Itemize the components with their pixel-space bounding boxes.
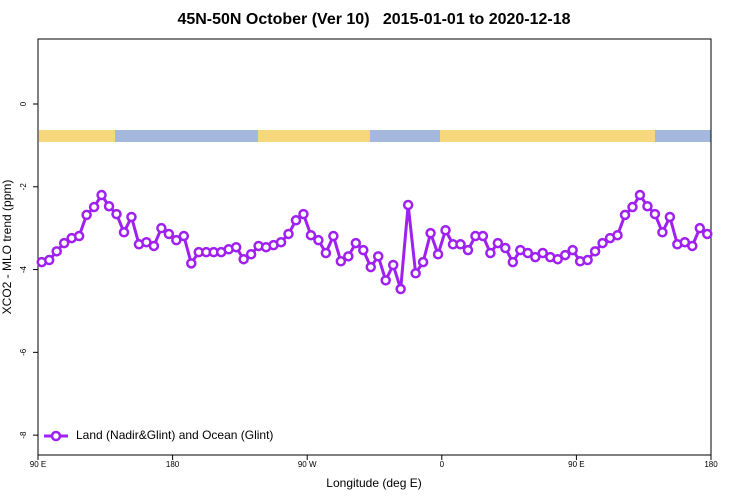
point [492,237,504,249]
point [88,201,100,213]
point [275,236,287,248]
point [687,240,698,252]
point [694,222,706,234]
x-tick-label: 90 E [30,460,46,469]
point [245,248,257,260]
point [313,234,324,246]
point [664,211,676,223]
y-tick-label: 0 [19,101,28,106]
point [350,237,362,249]
x-tick-label: 180 [704,460,718,469]
point [148,240,160,252]
point [417,256,429,268]
x-tick-label: 180 [166,460,180,469]
point [612,229,623,241]
point [642,200,653,212]
point [522,247,534,259]
y-tick-label: -8 [19,431,28,439]
point [103,200,115,212]
land-band [258,130,370,142]
y-tick-label: -4 [19,265,28,273]
point [365,261,377,273]
point [328,230,339,242]
point [298,208,309,220]
point [440,224,451,236]
point [477,230,489,242]
point [552,253,563,265]
point [567,244,578,256]
point [163,228,175,240]
legend-label: Land (Nadir&Glint) and Ocean (Glint) [76,428,273,442]
point [118,227,130,238]
point [425,227,436,239]
point [507,256,519,268]
point [171,234,182,246]
point [51,246,62,257]
point [380,275,391,286]
land-band [440,130,655,142]
point [320,247,332,259]
point [305,229,317,241]
point [432,248,444,260]
point [43,254,55,266]
point [73,230,85,242]
point [485,247,496,259]
point [126,211,137,223]
point [178,230,190,242]
point [627,201,638,213]
point [589,246,601,257]
point [58,237,70,249]
point [81,209,92,221]
land-band [39,130,115,142]
point [500,242,511,254]
point [702,228,713,240]
point [410,268,421,279]
point [372,251,384,262]
point [537,247,548,259]
point [343,251,354,262]
x-axis-label: Longitude (deg E) [326,476,421,490]
point [634,189,646,201]
point [358,244,369,256]
y-tick-label: -6 [19,348,28,356]
point [335,256,347,267]
y-tick-label: -2 [19,183,28,191]
point [238,253,249,265]
point [156,222,167,234]
chart-title: 45N-50N October (Ver 10) 2015-01-01 to 2… [177,11,570,28]
legend-marker [50,430,62,442]
point [582,254,593,266]
point [290,215,302,226]
x-tick-label: 0 [440,460,445,469]
point [402,199,414,211]
point [230,241,242,253]
point [530,251,541,263]
point [111,208,122,220]
x-tick-label: 90 E [568,460,584,469]
point [186,258,197,269]
point [96,189,107,201]
point [619,209,631,221]
point [649,208,661,220]
point [455,239,466,250]
x-tick-label: 90 W [298,460,317,469]
point [395,283,406,295]
y-axis-label: XCO2 - MLO trend (ppm) [0,180,14,315]
point [597,237,608,249]
point [387,259,399,271]
point [462,244,474,256]
point [283,228,294,240]
plot-frame [37,38,712,456]
land-ocean-strip [39,130,711,142]
point [657,227,668,238]
point [559,249,571,261]
